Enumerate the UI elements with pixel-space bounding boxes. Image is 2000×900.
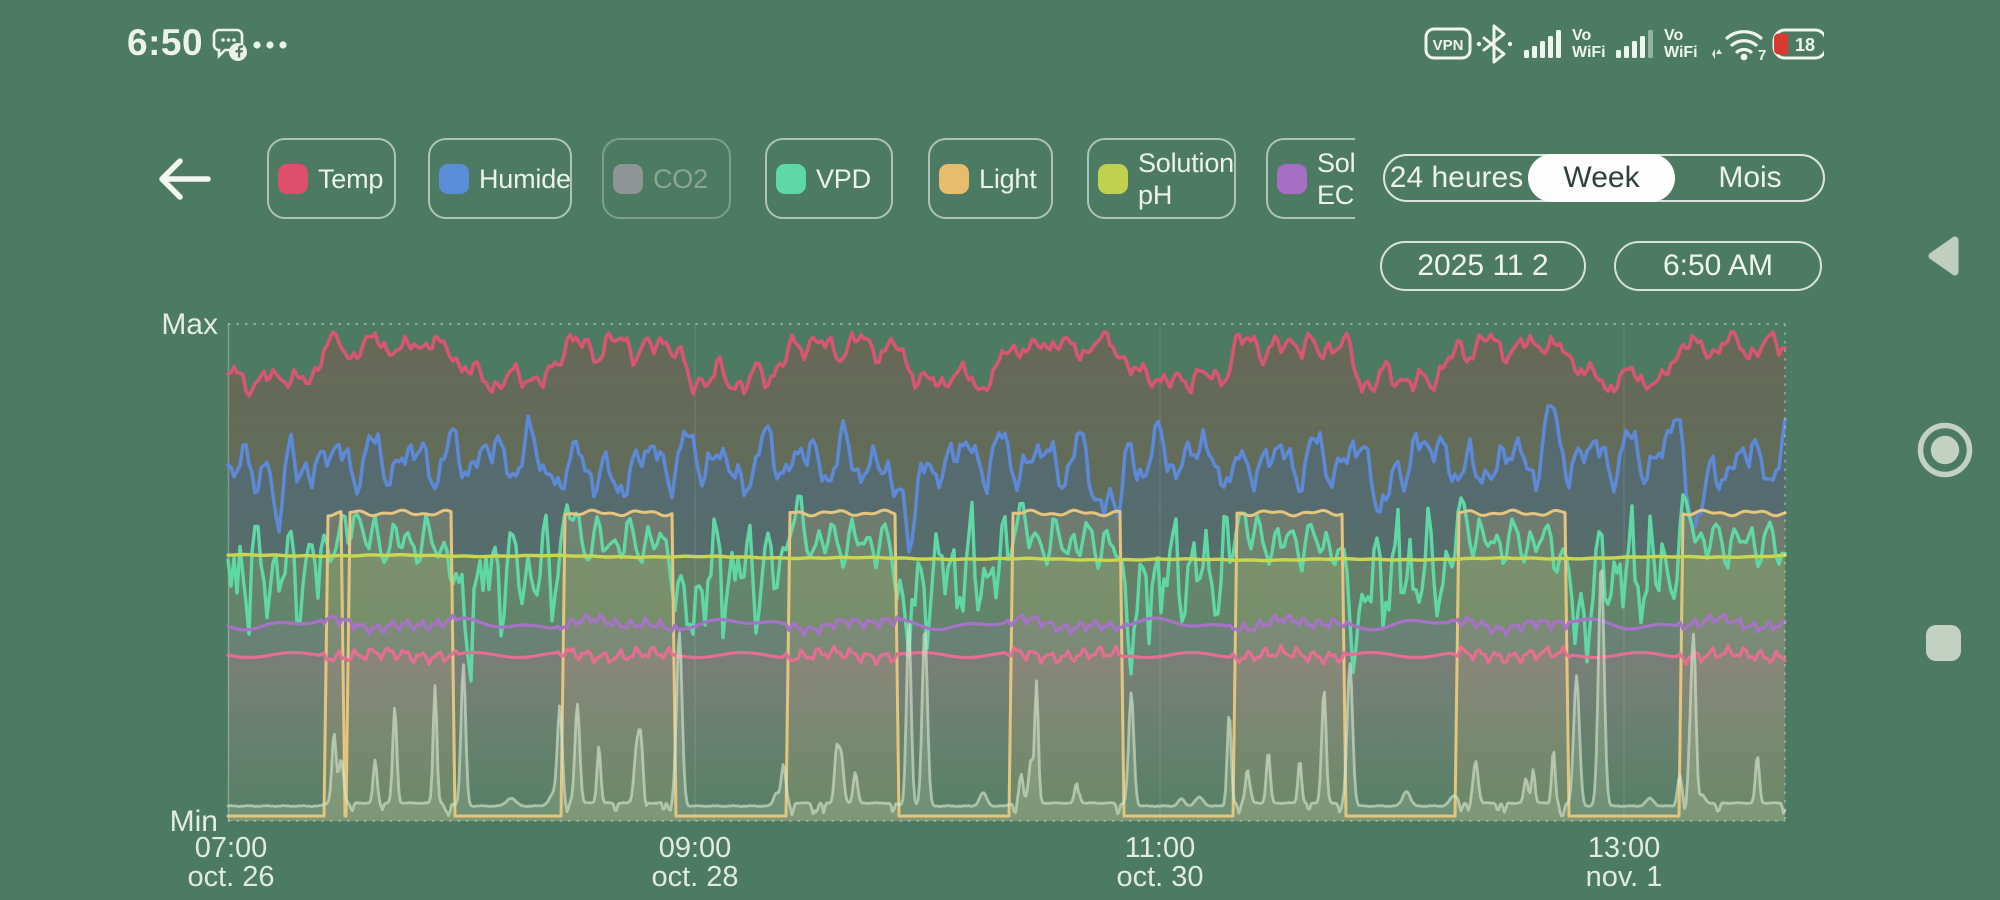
svg-text:WiFi: WiFi <box>1664 44 1698 61</box>
svg-text:Vo: Vo <box>1664 27 1683 44</box>
svg-text:18: 18 <box>1795 35 1815 55</box>
svg-text:Vo: Vo <box>1572 27 1591 44</box>
svg-text:WiFi: WiFi <box>1572 44 1606 61</box>
svg-text:7: 7 <box>1758 47 1766 64</box>
svg-text:VPN: VPN <box>1433 37 1464 54</box>
